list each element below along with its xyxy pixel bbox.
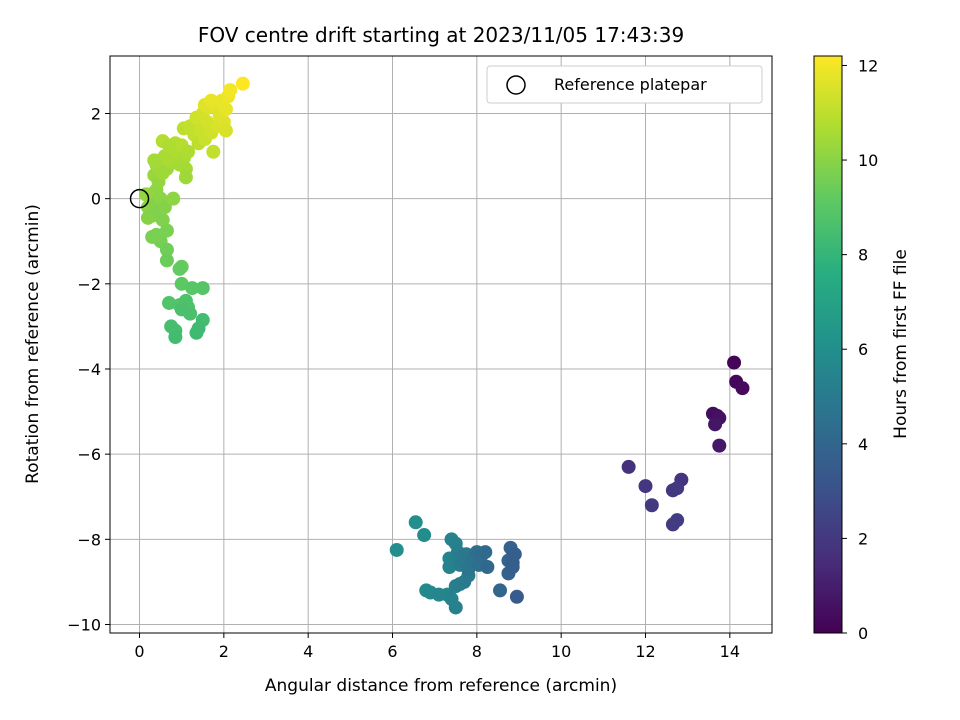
data-point bbox=[638, 479, 653, 494]
data-points bbox=[138, 76, 750, 615]
data-point bbox=[195, 281, 210, 296]
data-point bbox=[147, 153, 162, 168]
data-point bbox=[509, 589, 524, 604]
x-tick-label: 4 bbox=[303, 642, 313, 661]
colorbar-tick-label: 10 bbox=[858, 151, 878, 170]
data-point bbox=[218, 123, 233, 138]
colorbar-tick-label: 6 bbox=[858, 340, 868, 359]
data-point bbox=[670, 481, 685, 496]
data-point bbox=[417, 528, 432, 543]
data-point bbox=[172, 261, 187, 276]
colorbar-tick-label: 0 bbox=[858, 624, 868, 643]
y-tick-label: 2 bbox=[91, 104, 101, 123]
colorbar-tick-label: 8 bbox=[858, 246, 868, 265]
legend-reference-marker bbox=[506, 75, 526, 95]
plot-frame bbox=[109, 55, 773, 634]
x-axis: 0 2 4 6 8 10 12 14 bbox=[134, 633, 740, 661]
y-axis: −10 −8 −6 −4 −2 0 2 bbox=[67, 104, 110, 634]
legend: Reference platepar bbox=[486, 65, 763, 104]
data-point bbox=[174, 276, 189, 291]
y-tick-label: −6 bbox=[77, 445, 101, 464]
chart-title: FOV centre drift starting at 2023/11/05 … bbox=[198, 23, 684, 47]
y-tick-label: −8 bbox=[77, 530, 101, 549]
x-tick-label: 0 bbox=[134, 642, 144, 661]
colorbar-tick-label: 4 bbox=[858, 435, 868, 454]
data-point bbox=[149, 227, 164, 242]
data-point bbox=[159, 223, 174, 238]
data-point bbox=[159, 253, 174, 268]
data-point bbox=[178, 170, 193, 185]
data-point bbox=[162, 138, 177, 153]
x-tick-label: 2 bbox=[219, 642, 229, 661]
data-point bbox=[138, 187, 153, 202]
y-tick-label: −4 bbox=[77, 360, 101, 379]
data-point bbox=[159, 242, 174, 257]
colorbar bbox=[813, 55, 843, 634]
data-point bbox=[621, 459, 636, 474]
data-point bbox=[448, 600, 463, 615]
data-point bbox=[166, 191, 181, 206]
data-point bbox=[235, 76, 250, 91]
data-point bbox=[206, 144, 221, 159]
data-point bbox=[204, 93, 219, 108]
colorbar-axis: 0 2 4 6 8 10 12 bbox=[842, 56, 878, 643]
x-tick-label: 14 bbox=[720, 642, 740, 661]
data-point bbox=[155, 212, 170, 227]
reference-marker bbox=[129, 188, 150, 209]
x-tick-label: 10 bbox=[551, 642, 571, 661]
data-point bbox=[478, 545, 493, 560]
y-axis-title: Rotation from reference (arcmin) bbox=[23, 204, 43, 484]
colorbar-title: Hours from first FF file bbox=[891, 249, 911, 439]
data-point bbox=[223, 83, 238, 98]
legend-box bbox=[486, 65, 763, 104]
data-point bbox=[735, 381, 750, 396]
data-point bbox=[168, 330, 183, 345]
data-point bbox=[162, 295, 177, 310]
x-axis-title: Angular distance from reference (arcmin) bbox=[265, 676, 617, 696]
y-tick-label: −2 bbox=[77, 275, 101, 294]
y-tick-label: −10 bbox=[67, 615, 101, 634]
legend-entry-reference: Reference platepar bbox=[554, 75, 707, 94]
data-point bbox=[644, 498, 659, 513]
data-point bbox=[389, 542, 404, 557]
data-point bbox=[181, 144, 196, 159]
data-point bbox=[140, 210, 155, 225]
data-point bbox=[157, 200, 172, 215]
data-point bbox=[183, 306, 198, 321]
data-point bbox=[505, 555, 520, 570]
data-point bbox=[199, 115, 214, 130]
y-tick-label: 0 bbox=[91, 190, 101, 209]
data-point bbox=[480, 559, 495, 574]
x-tick-label: 6 bbox=[387, 642, 397, 661]
data-point bbox=[185, 281, 200, 296]
data-point bbox=[493, 583, 508, 598]
data-point bbox=[408, 515, 423, 530]
colorbar-tick-label: 2 bbox=[858, 529, 868, 548]
data-point bbox=[670, 513, 685, 528]
data-point bbox=[189, 325, 204, 340]
data-point bbox=[218, 102, 233, 117]
data-point bbox=[708, 417, 723, 432]
x-tick-label: 12 bbox=[635, 642, 655, 661]
colorbar-tick-label: 12 bbox=[858, 56, 878, 75]
data-point bbox=[727, 355, 742, 370]
x-tick-label: 8 bbox=[472, 642, 482, 661]
grid bbox=[110, 56, 772, 633]
data-point bbox=[712, 438, 727, 453]
